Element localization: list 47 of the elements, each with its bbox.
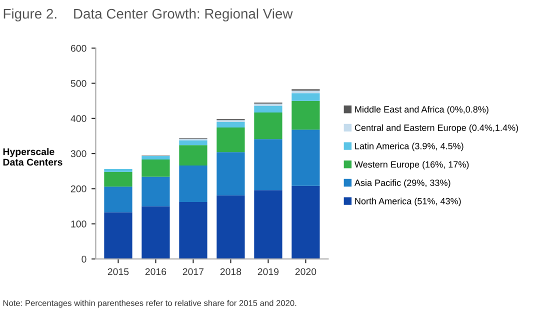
bar <box>292 90 320 94</box>
bar <box>142 156 170 160</box>
y-axis-title: Hyperscale Data Centers <box>3 148 62 166</box>
bar <box>104 212 132 259</box>
bar <box>142 206 170 259</box>
bar <box>104 172 132 187</box>
bar <box>142 176 170 206</box>
legend-label: Asia Pacific (29%, 33%) <box>354 179 450 188</box>
legend-label: Western Europe (16%, 17%) <box>354 161 469 170</box>
legend-label: Middle East and Africa (0%,0.8%) <box>355 106 488 114</box>
bar <box>254 112 282 140</box>
bar <box>142 160 170 177</box>
bar <box>179 145 208 166</box>
legend-label: Latin America (3.9%, 4.5%) <box>355 142 464 152</box>
bar <box>216 128 245 152</box>
bar <box>292 93 320 101</box>
y-tick-label: 500 <box>70 80 86 87</box>
x-tick-label: 2015 <box>108 268 129 276</box>
x-tick-label: 2017 <box>182 268 204 276</box>
y-tick-label: 400 <box>70 115 86 122</box>
bar <box>254 106 282 112</box>
bar <box>179 140 208 146</box>
x-tick-label: 2019 <box>258 268 279 276</box>
y-tick-label: 600 <box>70 44 86 52</box>
y-tick-label: 0 <box>82 256 86 263</box>
bar <box>254 190 282 259</box>
legend-label: North America (51%, 43%) <box>355 198 461 206</box>
bar <box>292 186 320 259</box>
x-tick-label: 2016 <box>145 268 166 276</box>
bar <box>179 202 208 259</box>
bar <box>254 139 282 190</box>
bar <box>216 152 245 196</box>
bar <box>292 100 320 130</box>
bar <box>216 195 245 259</box>
bar <box>292 130 320 186</box>
x-tick-label: 2018 <box>220 268 242 276</box>
text: Note: Percentages within parentheses refer to relative share for 2015 and 2020. <box>3 300 296 308</box>
legend-label: Central and Eastern Europe (0.4%,1.4%) <box>354 124 518 133</box>
y-tick-label: 100 <box>71 220 86 228</box>
bar <box>104 169 132 172</box>
bar <box>104 186 132 212</box>
bar <box>216 122 245 128</box>
y-tick-label: 300 <box>70 150 86 158</box>
chart-title: Figure 2. Data Center Growth: Regional View <box>4 8 293 22</box>
y-tick-label: 200 <box>70 185 86 192</box>
x-tick-label: 2020 <box>295 268 316 276</box>
bar <box>179 165 208 202</box>
